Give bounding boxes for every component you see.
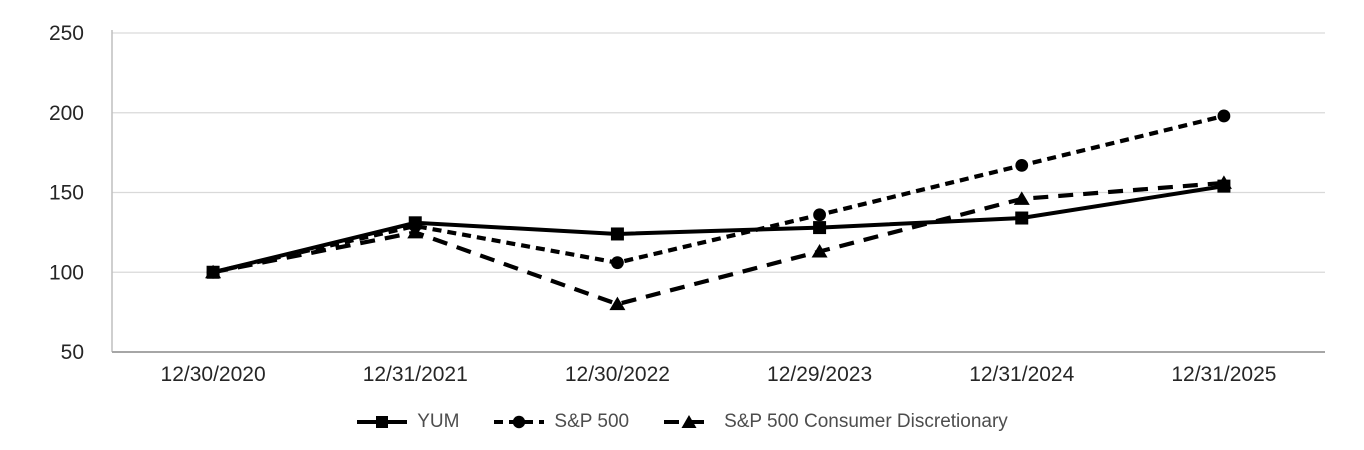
legend-label-s-p-500-consumer-discretionary: S&P 500 Consumer Discretionary <box>724 411 1008 432</box>
chart-legend: YUM S&P 500 S&P 500 Consumer Discretionary <box>0 406 1364 438</box>
series-s-p-500-consumer-discretionary-triangle-marker <box>811 244 828 258</box>
series-yum-square-marker <box>1217 179 1231 193</box>
legend-label-yum: YUM <box>417 411 460 432</box>
legend-triangle-line-icon <box>664 415 715 428</box>
y-tick-label: 250 <box>49 22 84 45</box>
y-tick-label: 50 <box>61 341 84 364</box>
series-line-yum <box>212 184 1225 275</box>
series-s-p-500-circle-marker <box>1217 109 1231 123</box>
legend-item-s-p-500: S&P 500 <box>493 411 629 433</box>
series-s-p-500-consumer-discretionary-triangle-marker <box>609 296 626 311</box>
series-yum-square-marker <box>206 265 220 279</box>
series-s-p-500-circle-marker <box>611 256 624 270</box>
x-tick-label: 12/30/2022 <box>565 363 670 386</box>
x-tick-label: 12/30/2020 <box>161 363 266 386</box>
series-yum-square-marker <box>610 227 624 241</box>
legend-square-line-icon <box>357 416 408 428</box>
legend-item-yum: YUM <box>356 411 459 433</box>
y-tick-label: 200 <box>49 102 84 125</box>
x-tick-label: 12/31/2024 <box>969 363 1074 386</box>
legend-circle-marker <box>513 415 526 429</box>
y-tick-label: 150 <box>49 182 84 205</box>
legend-item-s-p-500-consumer-discretionary: S&P 500 Consumer Discretionary <box>663 411 1008 433</box>
series-line-s-p-500-consumer-discretionary <box>212 180 1225 307</box>
series-s-p-500-consumer-discretionary-triangle-marker <box>1013 191 1030 205</box>
legend-label-s-p-500: S&P 500 <box>554 411 630 432</box>
series-yum <box>206 179 1231 279</box>
x-tick-label: 12/31/2021 <box>363 363 468 386</box>
series-s-p-500-consumer-discretionary <box>205 175 1232 311</box>
legend-circle-line-icon <box>494 415 545 429</box>
legend-triangle-marker <box>681 415 697 428</box>
series-yum-square-marker <box>813 221 827 235</box>
series-s-p-500-circle-marker <box>813 208 826 222</box>
series-s-p-500-circle-marker <box>1015 158 1029 172</box>
legend-square-marker <box>376 416 389 428</box>
series-line-s-p-500 <box>212 113 1225 275</box>
series-s-p-500 <box>206 109 1231 279</box>
x-tick-label: 12/31/2025 <box>1171 363 1276 386</box>
y-tick-label: 100 <box>49 261 84 284</box>
series-yum-square-marker <box>408 216 422 230</box>
series-yum-square-marker <box>1015 211 1029 225</box>
x-tick-label: 12/29/2023 <box>767 363 872 386</box>
